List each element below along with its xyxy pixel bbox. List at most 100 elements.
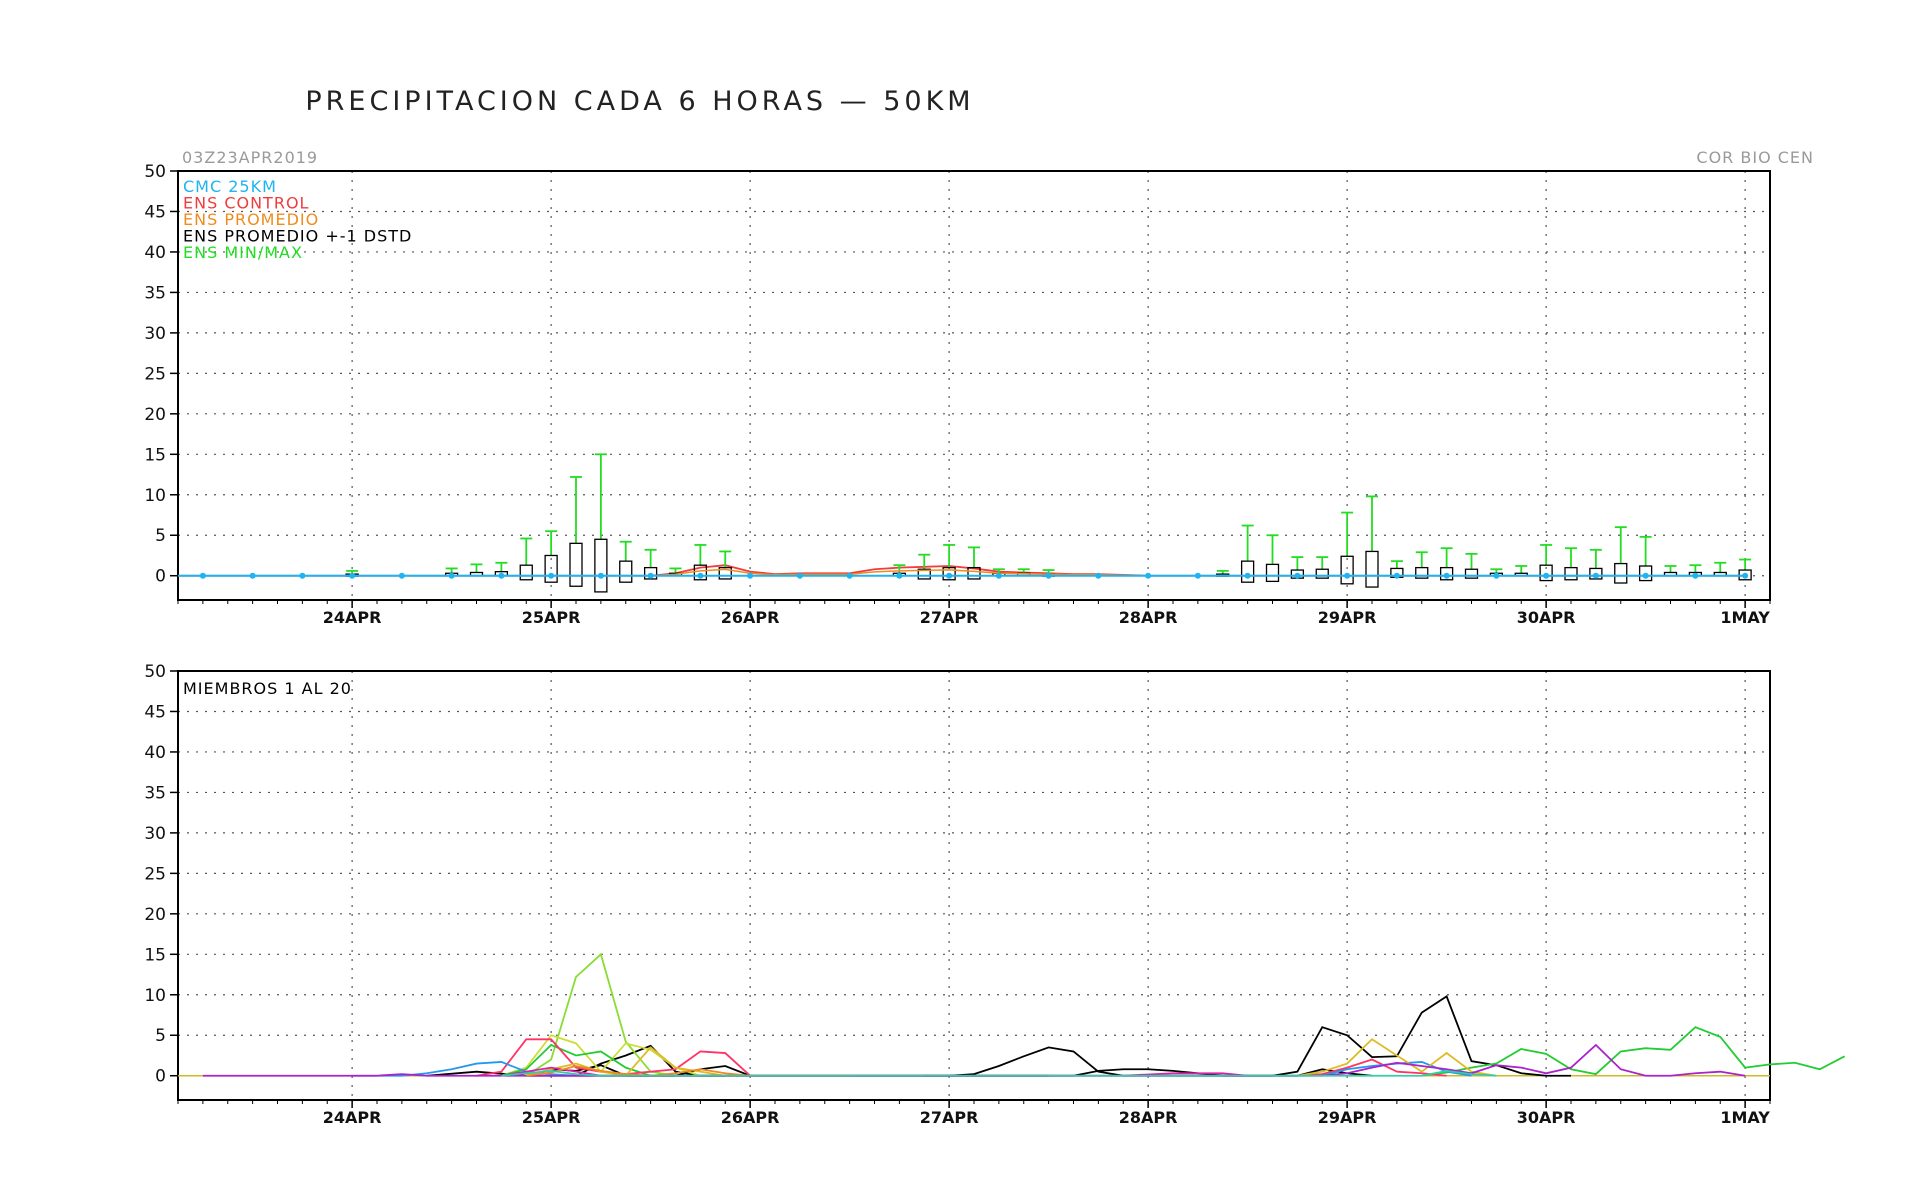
cmc-point — [1095, 572, 1102, 579]
member-line — [1297, 1058, 1447, 1077]
x-tick-label: 27APR — [920, 608, 979, 627]
y-tick-label: 0 — [155, 567, 166, 587]
std-box — [519, 564, 533, 581]
legend-entry: ENS MIN/MAX — [183, 243, 303, 262]
y-tick-label: 15 — [144, 445, 166, 465]
member-line — [1297, 1038, 1497, 1077]
legend-entry: ENS CONTROL — [183, 194, 309, 213]
member-line — [924, 995, 1571, 1077]
cmc-point — [697, 572, 704, 579]
std-box — [594, 538, 608, 593]
std-box — [1265, 563, 1280, 583]
cmc-point — [1742, 572, 1749, 579]
cmc-point — [1692, 572, 1699, 579]
cmc-point — [647, 572, 654, 579]
member-line — [526, 1064, 1373, 1077]
y-tick-label: 45 — [144, 202, 166, 222]
x-tick-label: 1MAY — [1720, 608, 1770, 627]
std-box — [1315, 568, 1329, 579]
std-box — [1439, 566, 1454, 581]
legend-entry: ENS PROMEDIO — [183, 210, 319, 229]
y-tick-label: 20 — [144, 905, 166, 925]
cmc-point — [1493, 572, 1500, 579]
members-legend: MIEMBROS 1 AL 20 — [183, 679, 352, 698]
std-box — [1464, 568, 1479, 579]
cmc-point — [1592, 572, 1599, 579]
member-line — [501, 1043, 651, 1077]
std-box — [544, 554, 558, 583]
x-tick-label: 28APR — [1119, 1108, 1178, 1127]
std-box — [1589, 567, 1603, 580]
cmc-point — [597, 572, 604, 579]
y-tick-label: 30 — [144, 824, 166, 844]
y-tick-label: 40 — [144, 743, 166, 763]
std-box — [1365, 550, 1379, 588]
cmc-point — [1344, 572, 1351, 579]
cmc-point — [1443, 572, 1450, 579]
x-tick-label: 1MAY — [1720, 1108, 1770, 1127]
x-tick-label: 28APR — [1119, 608, 1178, 627]
x-tick-label: 26APR — [721, 1108, 780, 1127]
std-box — [643, 566, 658, 580]
cmc-point — [1045, 572, 1052, 579]
cmc-point — [199, 572, 206, 579]
x-tick-label: 30APR — [1517, 1108, 1576, 1127]
member-line — [1421, 1026, 1846, 1077]
cmc-point — [1294, 572, 1301, 579]
cmc-point — [498, 572, 505, 579]
std-box — [1638, 565, 1653, 582]
legend-entry: CMC 25KM — [183, 177, 277, 196]
cmc-point — [846, 572, 853, 579]
x-tick-label: 25APR — [522, 608, 581, 627]
std-box — [1240, 560, 1255, 583]
y-tick-label: 40 — [144, 243, 166, 263]
cmc-point — [1543, 572, 1550, 579]
bottom-panel: 0 5 10 15 20 25 30 35 40 45 50 24APR 25APR 26APR 27APR… — [144, 662, 1846, 1127]
cmc-point — [1244, 572, 1251, 579]
y-tick-label: 50 — [144, 162, 166, 182]
legend-entry: ENS PROMEDIO +-1 DSTD — [183, 227, 412, 246]
x-tick-label: 30APR — [1517, 608, 1576, 627]
std-box — [718, 566, 732, 580]
y-tick-label: 5 — [155, 526, 166, 546]
cmc-point — [349, 572, 356, 579]
std-box — [942, 566, 956, 581]
cmc-point — [796, 572, 803, 579]
y-tick-label: 25 — [144, 864, 166, 884]
cmc-point — [1194, 572, 1201, 579]
y-tick-label: 15 — [144, 945, 166, 965]
x-tick-label: 24APR — [323, 608, 382, 627]
cmc-point — [1642, 572, 1649, 579]
std-box — [1539, 564, 1553, 582]
std-box — [1614, 562, 1628, 584]
y-tick-label: 35 — [144, 783, 166, 803]
x-tick-label: 26APR — [721, 608, 780, 627]
chart-title: PRECIPITACION CADA 6 HORAS — 50KM — [305, 86, 974, 117]
x-tick-label: 25APR — [522, 1108, 581, 1127]
y-tick-label: 20 — [144, 405, 166, 425]
cmc-point — [299, 572, 306, 579]
std-box — [967, 566, 981, 580]
cmc-point — [896, 572, 903, 579]
cmc-point — [747, 572, 754, 579]
x-tick-label: 29APR — [1318, 1108, 1377, 1127]
x-tick-label: 27APR — [920, 1108, 979, 1127]
std-box — [1564, 566, 1578, 581]
std-box — [619, 560, 633, 583]
member-line — [525, 952, 676, 1077]
cmc-point — [995, 572, 1002, 579]
plot-frame — [177, 170, 1771, 601]
plot-frame — [177, 670, 1771, 1101]
y-tick-label: 35 — [144, 283, 166, 303]
std-box — [1415, 566, 1429, 579]
cmc-point — [548, 572, 555, 579]
cmc-point — [398, 572, 405, 579]
y-tick-label: 25 — [144, 364, 166, 384]
std-box — [917, 568, 931, 580]
y-tick-label: 10 — [144, 486, 166, 506]
cmc-point — [448, 572, 455, 579]
top-panel: 0 5 10 15 20 25 30 35 40 45 50 24APR 25APR 26APR 27APR… — [144, 162, 1771, 627]
std-box — [1340, 555, 1354, 585]
x-tick-label: 29APR — [1318, 608, 1377, 627]
